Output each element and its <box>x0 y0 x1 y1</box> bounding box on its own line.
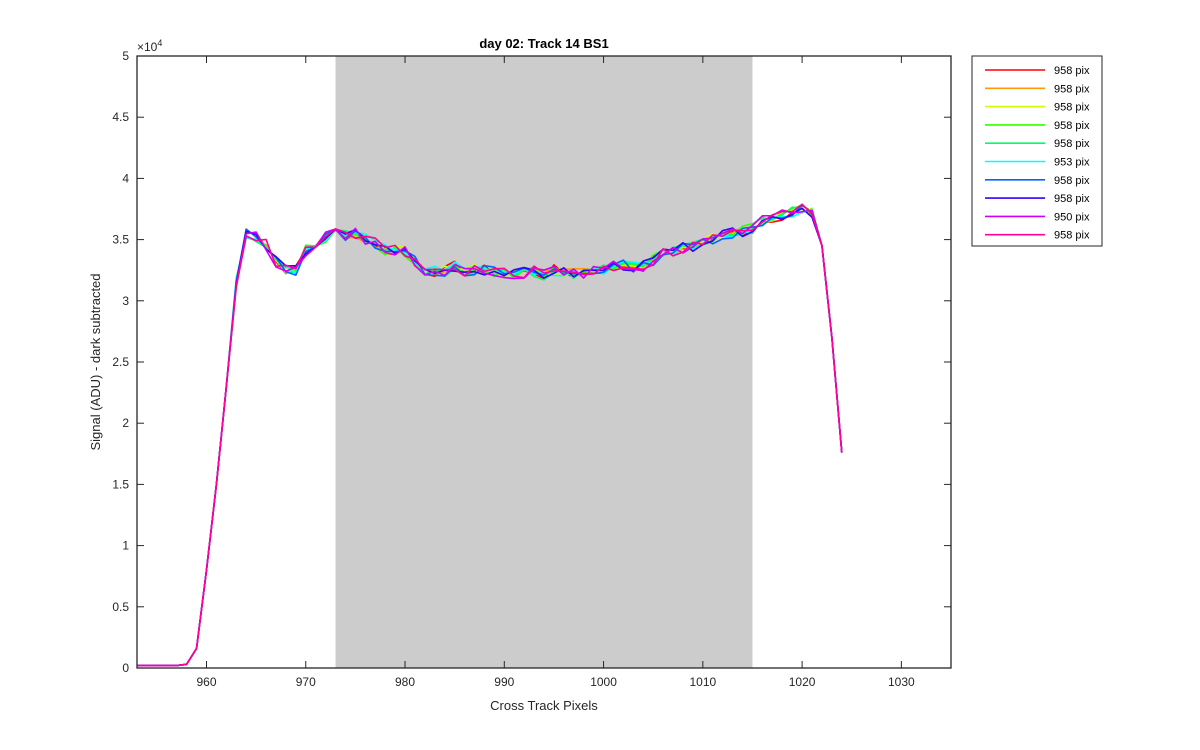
legend-label: 953 pix <box>1054 157 1090 169</box>
y-tick-label: 4.5 <box>112 110 129 124</box>
series-line-8 <box>137 207 843 667</box>
x-tick-label: 970 <box>296 675 316 689</box>
legend: 958 pix 958 pix 958 pix 958 pix 958 pix 953 p… <box>971 55 1103 247</box>
legend-label: 958 pix <box>1054 83 1090 95</box>
legend-label: 950 pix <box>1054 211 1090 223</box>
shaded-region <box>335 56 753 668</box>
y-exponent-power: 4 <box>157 38 162 48</box>
y-ticks: 0 0.5 1 1.5 2 2.5 3 3.5 4 4.5 5 <box>112 49 951 675</box>
series-line-9 <box>137 209 843 667</box>
x-axis-title: Cross Track Pixels <box>490 698 598 713</box>
y-tick-label: 2.5 <box>112 355 129 369</box>
x-ticks: 960 970 980 990 1000 1010 1020 1030 <box>196 56 915 689</box>
legend-label: 958 pix <box>1054 193 1090 205</box>
series-line-10 <box>137 203 843 667</box>
x-tick-label: 1000 <box>590 675 617 689</box>
x-tick-label: 980 <box>395 675 415 689</box>
y-tick-label: 3 <box>122 294 129 308</box>
legend-label: 958 pix <box>1054 175 1090 187</box>
series-group <box>137 203 843 667</box>
chart-title: day 02: Track 14 BS1 <box>479 36 608 51</box>
y-tick-label: 1.5 <box>112 477 129 491</box>
y-exponent-label: ×104 <box>137 38 162 54</box>
y-tick-label: 0 <box>122 661 129 675</box>
legend-label: 958 pix <box>1054 138 1090 150</box>
y-tick-label: 1 <box>122 539 129 553</box>
y-axis-title: Signal (ADU) - dark subtracted <box>88 273 103 450</box>
y-tick-label: 5 <box>122 49 129 63</box>
legend-label: 958 pix <box>1054 120 1090 132</box>
y-tick-label: 0.5 <box>112 600 129 614</box>
legend-label: 958 pix <box>1054 102 1090 114</box>
series-line-7 <box>137 203 843 667</box>
legend-label: 958 pix <box>1054 230 1090 242</box>
x-tick-label: 1020 <box>789 675 816 689</box>
x-tick-label: 1030 <box>888 675 915 689</box>
x-tick-label: 990 <box>494 675 514 689</box>
y-tick-label: 3.5 <box>112 233 129 247</box>
x-tick-label: 960 <box>196 675 216 689</box>
y-tick-label: 2 <box>122 416 129 430</box>
legend-label: 958 pix <box>1054 65 1090 77</box>
y-tick-label: 4 <box>122 171 129 185</box>
x-tick-label: 1010 <box>689 675 716 689</box>
